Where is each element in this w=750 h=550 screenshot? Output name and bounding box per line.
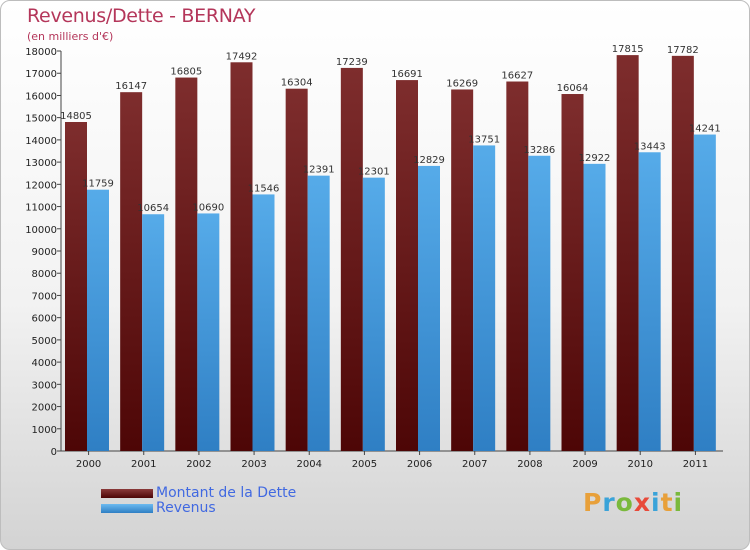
y-tick-label: 6000 (32, 314, 57, 325)
x-tick-label: 2009 (572, 459, 597, 470)
data-label-dette: 16627 (501, 71, 533, 82)
bar-revenus (583, 163, 606, 451)
data-label-revenus: 10654 (137, 203, 169, 214)
data-label-dette: 16147 (115, 81, 147, 92)
y-tick-label: 7000 (32, 291, 57, 302)
y-tick-label: 1000 (32, 425, 57, 436)
x-tick-label: 2004 (297, 459, 322, 470)
data-label-revenus: 13751 (468, 134, 500, 145)
y-tick-label: 4000 (32, 358, 57, 369)
bar-revenus (473, 145, 496, 451)
x-tick-label: 2003 (241, 459, 266, 470)
y-tick-label: 14000 (25, 136, 57, 147)
bar-revenus (362, 177, 385, 451)
y-tick-label: 8000 (32, 269, 57, 280)
data-label-dette: 16805 (170, 67, 202, 78)
bar-revenus (142, 214, 165, 451)
data-label-revenus: 10690 (192, 202, 224, 213)
data-label-revenus: 11546 (248, 183, 280, 194)
proxiti-logo: Proxiti (583, 488, 683, 517)
data-label-dette: 16064 (557, 83, 589, 94)
bar-dette (120, 92, 143, 451)
data-label-dette: 16304 (281, 78, 313, 89)
data-label-dette: 17815 (612, 44, 644, 55)
y-tick-label: 17000 (25, 69, 57, 80)
logo-letter: i (651, 488, 661, 517)
x-tick-label: 2006 (407, 459, 432, 470)
logo-letter: r (602, 488, 616, 517)
bar-revenus (197, 213, 220, 451)
data-label-dette: 17782 (667, 45, 699, 56)
x-tick-label: 2000 (76, 459, 101, 470)
logo-letter: o (615, 488, 634, 517)
y-tick-label: 12000 (25, 180, 57, 191)
x-tick-label: 2007 (462, 459, 487, 470)
data-label-revenus: 12922 (579, 153, 611, 164)
data-label-dette: 17239 (336, 57, 368, 68)
y-tick-label: 10000 (25, 225, 57, 236)
data-label-revenus: 13286 (523, 145, 555, 156)
x-tick-label: 2011 (683, 459, 708, 470)
x-tick-label: 2005 (352, 459, 377, 470)
bar-revenus (307, 175, 330, 451)
chart-title: Revenus/Dette - BERNAY (27, 5, 256, 27)
logo-letter: P (583, 488, 603, 517)
data-label-revenus: 12391 (303, 165, 335, 176)
data-label-dette: 14805 (60, 111, 92, 122)
bar-dette (671, 55, 694, 451)
legend-swatch-dette (101, 489, 153, 498)
bar-dette (561, 94, 584, 452)
x-tick-label: 2010 (628, 459, 653, 470)
data-label-revenus: 12829 (413, 155, 445, 166)
logo-letter: t (660, 488, 674, 517)
data-label-revenus: 12301 (358, 167, 390, 178)
bar-dette (175, 77, 198, 452)
bar-dette (396, 80, 418, 451)
data-label-dette: 16269 (446, 78, 478, 89)
bar-dette (451, 89, 474, 451)
y-tick-label: 3000 (32, 380, 57, 391)
bar-dette (230, 62, 253, 452)
data-label-dette: 16691 (391, 69, 423, 80)
data-label-revenus: 13443 (634, 141, 666, 152)
bar-dette (506, 81, 529, 451)
bar-revenus (693, 134, 716, 452)
y-tick-label: 9000 (32, 247, 57, 258)
bar-revenus (418, 165, 440, 451)
logo-letter: i (673, 488, 684, 517)
legend-label-dette: Montant de la Dette (156, 485, 297, 501)
bar-dette (285, 88, 308, 451)
y-tick-label: 18000 (25, 47, 57, 58)
y-tick-label: 15000 (25, 114, 57, 125)
bar-revenus (638, 152, 661, 451)
y-tick-label: 2000 (32, 403, 57, 414)
bar-revenus (87, 189, 109, 451)
y-tick-label: 0 (51, 447, 57, 458)
y-tick-label: 13000 (25, 158, 57, 169)
bar-revenus (528, 155, 551, 451)
bar-revenus (252, 194, 275, 451)
chart-subtitle: (en milliers d'€) (27, 30, 114, 43)
logo-letter: x (633, 488, 651, 517)
data-label-revenus: 14241 (689, 124, 721, 135)
y-tick-label: 11000 (25, 203, 57, 214)
data-label-dette: 17492 (226, 51, 258, 62)
y-tick-label: 16000 (25, 91, 57, 102)
x-tick-label: 2008 (517, 459, 542, 470)
data-label-revenus: 11759 (82, 179, 114, 190)
bar-dette (65, 122, 87, 451)
x-tick-label: 2002 (186, 459, 211, 470)
bar-dette (340, 67, 363, 452)
y-tick-label: 5000 (32, 336, 57, 347)
x-tick-label: 2001 (131, 459, 156, 470)
bar-dette (616, 55, 639, 451)
legend-label-revenus: Revenus (156, 500, 216, 516)
legend-swatch-revenus (101, 504, 153, 513)
